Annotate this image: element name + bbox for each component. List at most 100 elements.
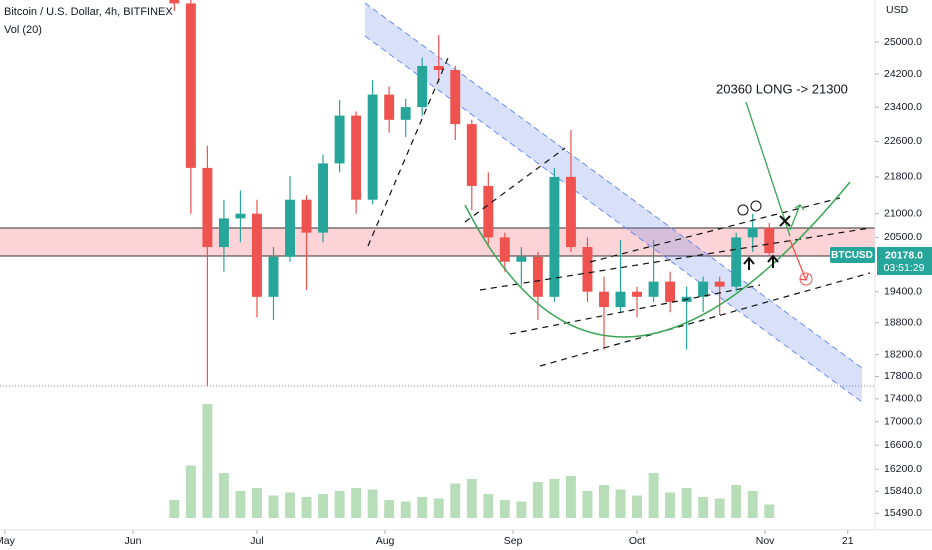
x-tick-label: Sep: [504, 535, 523, 547]
candle-body: [417, 65, 428, 108]
volume-bar: [632, 495, 642, 518]
candle-body: [351, 115, 362, 200]
candle-body: [466, 124, 477, 186]
trend-line: [367, 57, 449, 247]
candle-body: [764, 227, 775, 254]
candle-body: [582, 247, 593, 292]
channel-edge: [364, 2, 863, 369]
volume-bar: [532, 482, 543, 518]
volume-bar: [747, 491, 758, 518]
candle-body: [648, 281, 659, 297]
volume-bar: [483, 494, 494, 518]
candle-body: [400, 107, 411, 120]
volume-bar: [285, 492, 295, 518]
volume-bar: [367, 489, 378, 518]
volume-bar: [466, 479, 477, 518]
volume-bar: [582, 491, 593, 518]
volume-bar: [169, 500, 180, 518]
candle-body: [632, 291, 642, 297]
volume-bar: [599, 485, 609, 518]
marker: [737, 204, 749, 216]
volume-bar: [252, 488, 262, 518]
volume-bar: [565, 476, 576, 518]
y-tick-label: 17400.0: [884, 393, 922, 405]
volume-bar: [433, 498, 444, 518]
drawings-front: [367, 57, 871, 367]
volume-bar: [202, 404, 213, 518]
candle-body: [615, 291, 626, 308]
candle-body: [384, 94, 395, 120]
volume-bar: [499, 500, 510, 518]
y-tick-label: 25000.0: [884, 36, 922, 48]
x-tick-label: Nov: [756, 535, 775, 547]
y-tick-label: 19400.0: [884, 286, 922, 298]
trend-line: [464, 147, 566, 223]
y-tick-label: 15840.0: [884, 485, 922, 497]
volume-bar: [185, 465, 196, 518]
chart-title: Bitcoin / U.S. Dollar, 4h, BITFINEX: [4, 6, 173, 18]
resistance-zone: [0, 228, 875, 256]
volume-bar: [400, 501, 411, 518]
channel-edge: [364, 35, 863, 403]
volume-bar: [731, 485, 742, 518]
candle-body: [268, 256, 279, 297]
volume-bar: [268, 495, 279, 518]
candle-body: [235, 213, 246, 219]
y-tick-label: 17800.0: [884, 370, 922, 382]
candle-body: [433, 65, 444, 70]
y-tick-label: 21000.0: [884, 207, 922, 219]
candle-body: [218, 218, 229, 248]
y-tick-label: 16200.0: [884, 463, 922, 475]
volume-bar: [218, 473, 229, 518]
last-price: 20178.0: [885, 249, 923, 261]
volume-bar: [615, 489, 626, 518]
annotation: 20360 LONG -> 21300: [716, 81, 848, 96]
candle-body: [714, 281, 725, 287]
volume-bar: [714, 498, 725, 518]
x-tick-label: Oct: [629, 535, 645, 547]
candle-body: [499, 237, 510, 262]
candle-body: [169, 0, 180, 4]
candle-body: [334, 115, 345, 164]
candle-body: [450, 69, 461, 125]
volume-bar: [334, 491, 345, 518]
volume-bar: [301, 497, 312, 518]
up-arrow: [789, 204, 805, 231]
y-tick-label: 18200.0: [884, 348, 922, 360]
currency: USD: [886, 4, 909, 16]
y-tick-label: 21800.0: [884, 171, 922, 183]
trend-line: [539, 272, 871, 367]
arrow-marks: [743, 254, 779, 270]
candle-body: [252, 213, 262, 297]
marker: [750, 200, 762, 212]
volume-bar: [665, 492, 676, 518]
candle-body: [318, 163, 329, 233]
candle-body: [747, 227, 758, 238]
x-tick-label: 21: [842, 535, 854, 547]
volume-bar: [648, 473, 659, 518]
volume-bar: [549, 479, 560, 518]
volume-bar: [698, 497, 709, 518]
symbol-tag: [830, 247, 875, 263]
cup-curve: [464, 181, 851, 338]
candle-body: [532, 256, 543, 297]
candle-body: [285, 199, 295, 257]
candles: [169, 0, 775, 518]
x-mark: [779, 215, 791, 227]
y-tick-label: 23400.0: [884, 101, 922, 113]
candle-body: [185, 3, 196, 168]
candle-body: [516, 256, 527, 262]
candle-body: [565, 176, 576, 248]
y-tick-label: 20500.0: [884, 231, 922, 243]
candle-body: [202, 167, 213, 248]
x-tick-label: Jun: [125, 535, 142, 547]
y-tick-label: 17000.0: [884, 416, 922, 428]
price-tag: [877, 247, 932, 275]
y-tick-label: 22600.0: [884, 135, 922, 147]
volume-bar: [318, 494, 329, 518]
drawings-back: [0, 2, 875, 403]
volume-bar: [450, 483, 461, 518]
candle-body: [549, 176, 560, 297]
